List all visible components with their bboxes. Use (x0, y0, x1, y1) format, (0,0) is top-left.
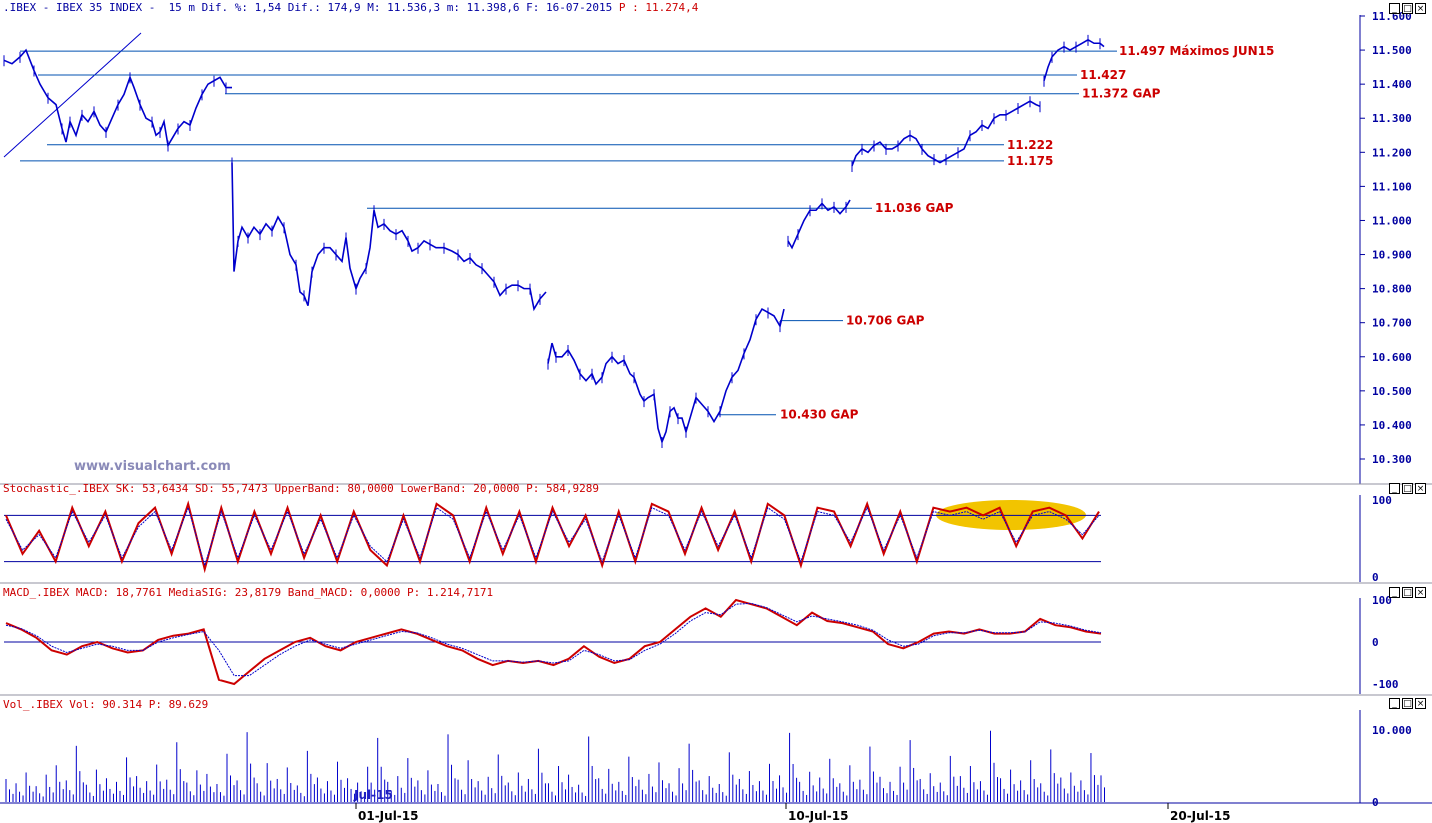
y-tick-label: 0 (1372, 636, 1379, 649)
macd-window-controls: _ □ × (1389, 587, 1426, 598)
close-button[interactable]: × (1415, 587, 1426, 598)
y-tick-label: 10.900 (1372, 249, 1412, 262)
price-line-segment (1043, 38, 1105, 81)
macd-line (5, 598, 1102, 686)
y-tick-label: 11.000 (1372, 214, 1412, 227)
stoch-window-controls: _ □ × (1389, 483, 1426, 494)
level-label: 11.222 (1007, 138, 1053, 152)
y-tick-label: 10.800 (1372, 283, 1412, 296)
price-line-segment (547, 307, 785, 445)
y-tick-label: 11.100 (1372, 180, 1412, 193)
stoch-y-axis: 100 0 (1372, 494, 1392, 584)
volume-window-controls: _ □ × (1389, 698, 1426, 709)
level-label: 10.430 GAP (780, 408, 859, 422)
y-tick-label: 0 (1372, 571, 1379, 584)
minimize-button[interactable]: _ (1389, 483, 1400, 494)
y-tick-label: 11.400 (1372, 78, 1412, 91)
macd-series (5, 598, 1102, 686)
minimize-button[interactable]: _ (1389, 587, 1400, 598)
volume-bars (5, 730, 1105, 802)
y-tick-label: 10.600 (1372, 351, 1412, 364)
level-label: 10.706 GAP (846, 314, 925, 328)
macd-y-axis: 100 0 -100 (1372, 594, 1399, 691)
trend-line (3, 32, 142, 158)
y-tick-label: 0 (1372, 796, 1379, 809)
macd-signal-line (5, 602, 1102, 677)
y-tick-label: 11.300 (1372, 112, 1412, 125)
price-line-segment (3, 48, 232, 148)
y-tick-label: -100 (1372, 678, 1399, 691)
y-tick-label: 10.300 (1372, 453, 1412, 466)
price-header: .IBEX - IBEX 35 INDEX - 15 m Dif. %: 1,5… (3, 1, 698, 14)
y-tick-label: 10.400 (1372, 419, 1412, 432)
stoch-series (5, 500, 1100, 574)
y-tick-label: 11.200 (1372, 146, 1412, 159)
y-tick-label: 100 (1372, 494, 1392, 507)
y-tick-label: 10.000 (1372, 724, 1412, 737)
level-label: 11.497 Máximos JUN15 (1119, 44, 1274, 58)
minimize-button[interactable]: _ (1389, 698, 1400, 709)
stoch-sd-line (5, 506, 1100, 568)
price-header-last: P : 11.274,4 (618, 1, 699, 14)
stoch-header: Stochastic_.IBEX SK: 53,6434 SD: 55,7473… (3, 482, 600, 495)
watermark: www.visualchart.com (74, 459, 231, 474)
minimize-button[interactable]: _ (1389, 3, 1400, 14)
volume-header: Vol_.IBEX Vol: 90.314 P: 89.629 (3, 698, 209, 711)
volume-y-axis: 10.000 0 (1372, 724, 1412, 809)
y-tick-label: 11.500 (1372, 44, 1412, 57)
level-label: 11.372 GAP (1082, 87, 1161, 101)
x-tick-label: 10-Jul-15 (788, 809, 848, 823)
price-line-segment (787, 199, 851, 250)
maximize-button[interactable]: □ (1402, 3, 1413, 14)
macd-header: MACD_.IBEX MACD: 18,7761 MediaSIG: 23,81… (3, 586, 494, 599)
x-axis: 01-Jul-15 10-Jul-15 20-Jul-15 Jul-15 (353, 788, 1230, 823)
stoch-bands (4, 514, 1101, 563)
maximize-button[interactable]: □ (1402, 698, 1413, 709)
maximize-button[interactable]: □ (1402, 587, 1413, 598)
price-series (3, 34, 1105, 448)
x-overlay-label: Jul-15 (353, 788, 393, 802)
y-tick-label: 100 (1372, 594, 1392, 607)
y-tick-label: 10.700 (1372, 317, 1412, 330)
level-label: 11.175 (1007, 154, 1053, 168)
stoch-sk-line (5, 500, 1100, 574)
x-tick-label: 20-Jul-15 (1170, 809, 1230, 823)
maximize-button[interactable]: □ (1402, 483, 1413, 494)
y-tick-label: 10.500 (1372, 385, 1412, 398)
price-y-axis: 11.600 11.500 11.400 11.300 11.200 11.100 11.0… (1360, 10, 1412, 466)
price-window-controls: _ □ × (1389, 3, 1426, 14)
x-tick-label: 01-Jul-15 (358, 809, 418, 823)
y-tick-label: 11.600 (1372, 10, 1412, 23)
level-lines: 11.497 Máximos JUN15 11.427 11.372 GAP 11.2… (20, 44, 1274, 422)
close-button[interactable]: × (1415, 698, 1426, 709)
level-label: 11.427 (1080, 68, 1126, 82)
close-button[interactable]: × (1415, 3, 1426, 14)
close-button[interactable]: × (1415, 483, 1426, 494)
price-header-info: .IBEX - IBEX 35 INDEX - 15 m Dif. %: 1,5… (3, 1, 613, 14)
level-label: 11.036 GAP (875, 201, 954, 215)
price-line-segment (231, 162, 547, 312)
price-panel-frame (4, 15, 1360, 484)
